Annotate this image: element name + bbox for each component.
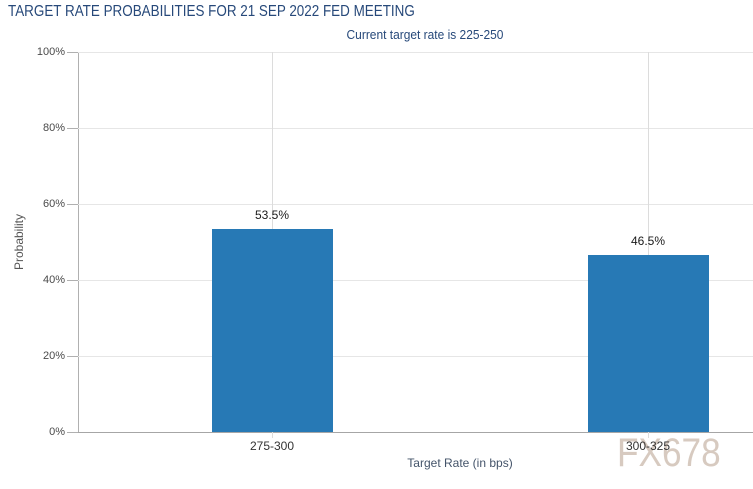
category-gridline [648,52,649,438]
x-tick-label: 275-300 [249,439,295,453]
y-tick-label: 60% [42,198,65,210]
y-tick-mark [67,356,78,357]
chart-title: TARGET RATE PROBABILITIES FOR 21 SEP 202… [8,3,415,20]
y-gridline [78,356,753,357]
chart-subtitle: Current target rate is 225-250 [346,27,504,42]
y-tick-mark [67,204,78,205]
bar-value-label: 53.5% [254,208,290,222]
bar-value-label: 46.5% [630,234,666,248]
y-gridline [78,280,753,281]
y-axis-title: Probability [12,213,26,271]
probability-bar [212,229,333,432]
y-gridline [78,204,753,205]
probability-bar [588,255,709,432]
y-tick-mark [67,432,78,433]
y-tick-mark [67,52,78,53]
fx678-watermark: FX678 [617,431,721,475]
y-gridline [78,128,753,129]
y-tick-label: 40% [42,274,65,286]
x-tick-label: 300-325 [625,439,671,453]
y-tick-mark [67,128,78,129]
y-gridline [78,52,753,53]
y-tick-label: 0% [49,426,65,438]
y-tick-mark [67,280,78,281]
y-tick-label: 100% [36,46,65,58]
x-axis-title: Target Rate (in bps) [407,456,513,470]
y-tick-label: 80% [42,122,65,134]
y-tick-label: 20% [42,350,65,362]
x-axis-line [67,432,753,433]
y-axis-line [78,52,79,433]
